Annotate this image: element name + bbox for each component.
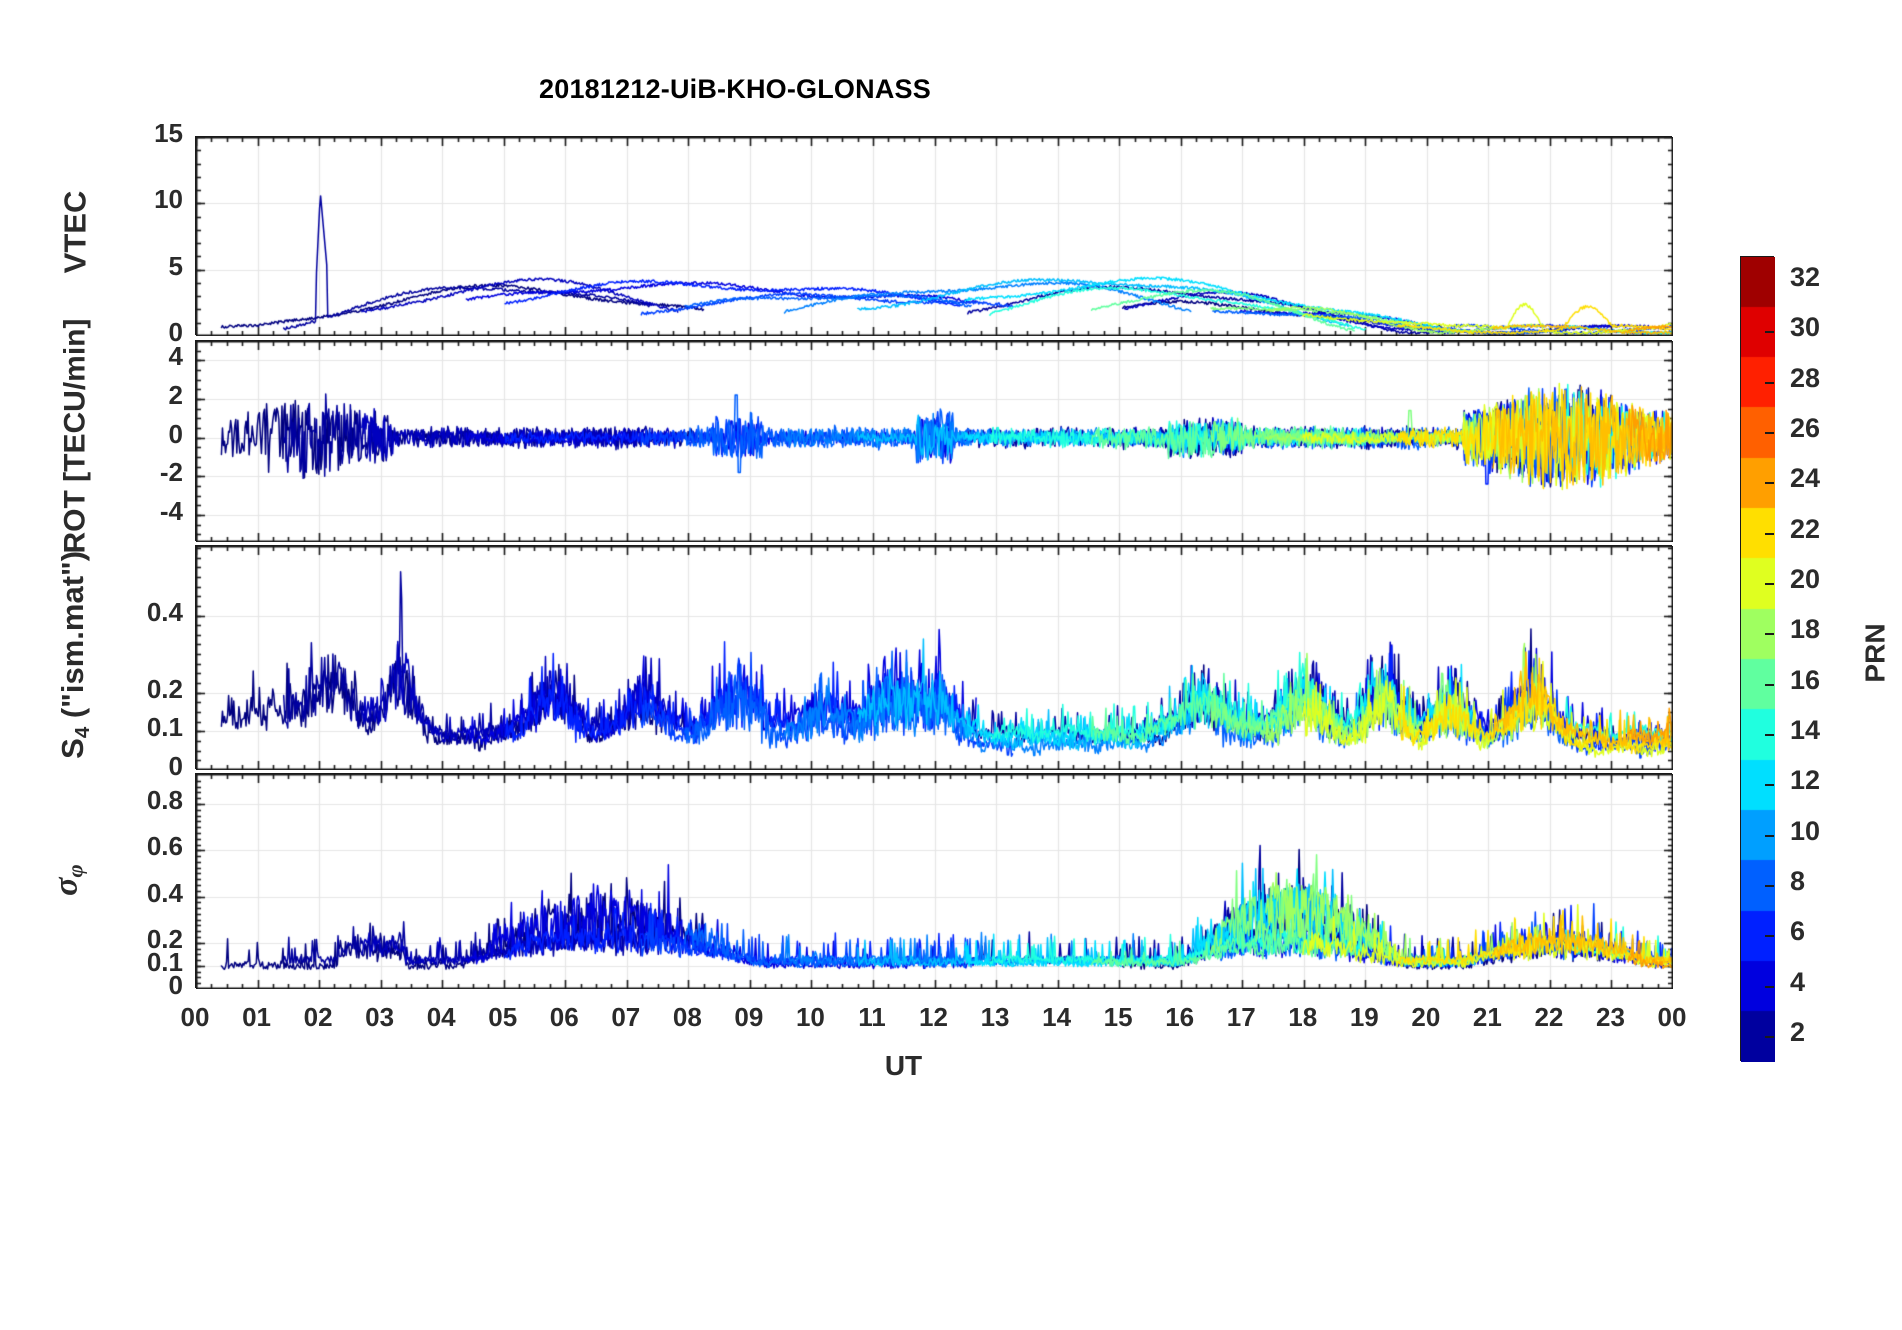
colorbar-tick-label-9: 14 [1790, 714, 1821, 745]
y-tick-label-rot-4: 4 [168, 341, 183, 372]
x-tick-label-4: 04 [426, 1002, 456, 1032]
y-tick-label-vtec-0: 0 [168, 317, 183, 347]
x-tick-label-1: 01 [242, 1002, 271, 1032]
page-title: 20181212-UiB-KHO-GLONASS [539, 74, 931, 104]
x-tick-label-18: 18 [1288, 1002, 1318, 1032]
x-tick-label-10: 10 [795, 1002, 825, 1032]
y-tick-label-rot-1: -2 [159, 457, 183, 488]
x-tick-label-13: 13 [980, 1002, 1010, 1032]
colorbar-tick-mark-1 [1765, 331, 1774, 333]
colorbar-tick-mark-12 [1765, 885, 1774, 887]
colorbar-tick-label-6: 20 [1790, 564, 1821, 595]
colorbar-tick-mark-6 [1765, 583, 1774, 585]
plot-panel-s4 [195, 545, 1673, 770]
plot-panel-vtec [195, 136, 1673, 336]
y-tick-label-sigmaphi-0: 0 [168, 970, 183, 1000]
y-tick-label-sigmaphi-5: 0.8 [146, 785, 183, 816]
x-tick-label-17: 17 [1226, 1002, 1256, 1032]
colorbar-tick-label-13: 6 [1790, 916, 1806, 947]
colorbar-tick-label-12: 8 [1790, 865, 1806, 896]
x-tick-label-15: 15 [1103, 1002, 1133, 1032]
x-tick-label-24: 00 [1657, 1002, 1687, 1032]
y-tick-label-sigmaphi-3: 0.4 [146, 877, 183, 908]
y-axis-label-sigmaphi: σφ [46, 863, 88, 896]
x-tick-label-9: 09 [734, 1002, 764, 1032]
y-tick-label-s4-2: 0.2 [146, 673, 183, 704]
x-tick-label-7: 07 [611, 1002, 641, 1032]
x-tick-label-8: 08 [672, 1002, 702, 1032]
x-tick-label-21: 21 [1472, 1002, 1502, 1032]
colorbar-tick-label-15: 2 [1790, 1016, 1806, 1047]
x-tick-label-3: 03 [365, 1002, 395, 1032]
colorbar-tick-label-0: 32 [1790, 262, 1821, 293]
y-tick-label-vtec-2: 10 [154, 184, 183, 215]
x-tick-label-22: 22 [1534, 1002, 1564, 1032]
x-tick-label-0: 00 [180, 1002, 210, 1032]
y-tick-label-s4-0: 0 [168, 751, 183, 781]
plot-canvas-s4 [196, 546, 1673, 770]
y-tick-label-sigmaphi-1: 0.1 [146, 946, 183, 977]
x-tick-label-11: 11 [858, 1002, 886, 1032]
y-tick-label-vtec-3: 15 [154, 118, 183, 148]
plot-canvas-rot [196, 341, 1673, 542]
colorbar-tick-label-7: 18 [1790, 614, 1821, 645]
colorbar-tick-label-8: 16 [1790, 664, 1821, 695]
x-axis-label: UT [884, 1050, 923, 1081]
x-tick-label-23: 23 [1595, 1002, 1625, 1032]
colorbar-tick-mark-10 [1765, 784, 1774, 786]
colorbar-tick-mark-4 [1765, 482, 1774, 484]
x-tick-label-5: 05 [488, 1002, 518, 1032]
x-tick-label-2: 02 [303, 1002, 333, 1032]
y-tick-label-rot-3: 2 [168, 379, 183, 410]
x-tick-label-16: 16 [1165, 1002, 1195, 1032]
y-tick-label-sigmaphi-2: 0.2 [146, 923, 183, 954]
colorbar-tick-mark-11 [1765, 835, 1774, 837]
y-tick-label-sigmaphi-4: 0.6 [146, 831, 183, 862]
colorbar-tick-mark-15 [1765, 1036, 1774, 1038]
colorbar-tick-mark-14 [1765, 986, 1774, 988]
plot-panel-rot [195, 340, 1673, 542]
x-tick-label-6: 06 [549, 1002, 579, 1032]
colorbar-tick-mark-8 [1765, 684, 1774, 686]
colorbar-tick-label-2: 28 [1790, 362, 1821, 393]
y-tick-label-s4-3: 0.4 [146, 596, 183, 627]
colorbar-tick-mark-9 [1765, 734, 1774, 736]
y-tick-label-s4-1: 0.1 [146, 712, 183, 743]
colorbar[interactable] [1740, 256, 1775, 1062]
plot-canvas-sigmaphi [196, 774, 1673, 989]
colorbar-tick-label-3: 26 [1790, 413, 1821, 444]
x-tick-label-20: 20 [1411, 1002, 1441, 1032]
colorbar-tick-mark-3 [1765, 432, 1774, 434]
colorbar-tick-mark-5 [1765, 533, 1774, 535]
colorbar-tick-label-1: 30 [1790, 312, 1821, 343]
colorbar-tick-label-11: 10 [1790, 815, 1821, 846]
colorbar-label: PRN [1859, 622, 1891, 683]
x-tick-label-19: 19 [1349, 1002, 1379, 1032]
colorbar-tick-label-10: 12 [1790, 765, 1821, 796]
x-tick-label-12: 12 [919, 1002, 948, 1032]
colorbar-tick-label-4: 24 [1790, 463, 1821, 494]
colorbar-tick-label-5: 22 [1790, 513, 1821, 544]
colorbar-tick-mark-2 [1765, 382, 1774, 384]
colorbar-tick-label-14: 4 [1790, 966, 1806, 997]
y-tick-label-vtec-1: 5 [168, 250, 183, 281]
x-tick-label-14: 14 [1042, 1002, 1072, 1032]
colorbar-tick-mark-13 [1765, 935, 1774, 937]
y-tick-label-rot-0: -4 [159, 495, 183, 526]
plot-panel-sigmaphi [195, 773, 1673, 989]
colorbar-tick-mark-7 [1765, 633, 1774, 635]
y-tick-label-rot-2: 0 [168, 418, 183, 449]
plot-canvas-vtec [196, 137, 1673, 336]
